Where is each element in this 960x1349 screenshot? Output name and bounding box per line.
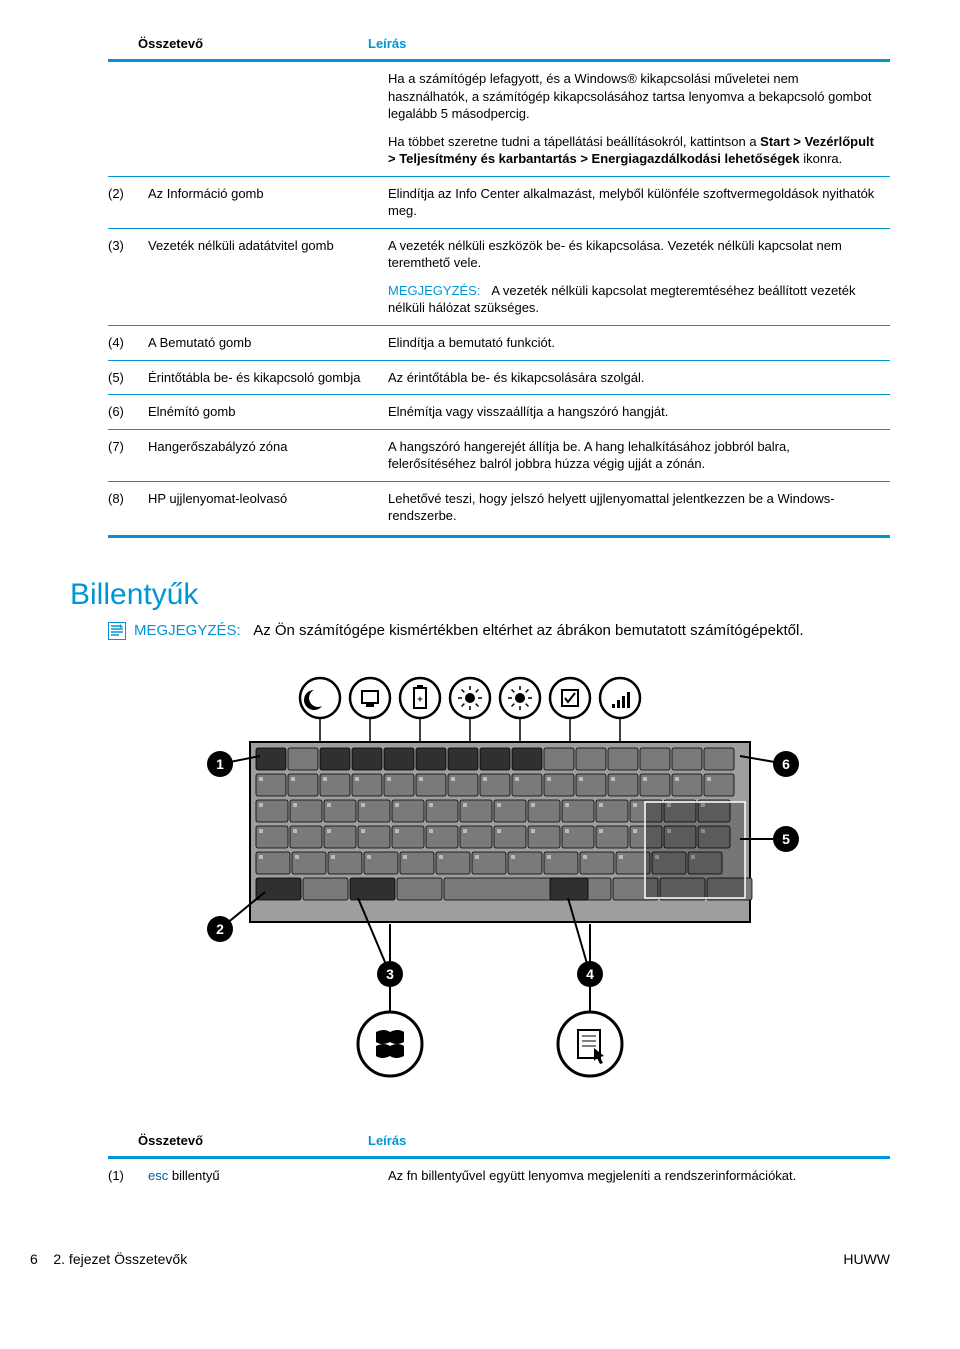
table2-header-component: Összetevő — [138, 1127, 368, 1154]
table-header-blank — [108, 30, 138, 57]
footer-page-number: 6 — [30, 1251, 38, 1267]
table-row: (8) HP ujjlenyomat-leolvasó Lehetővé tes… — [108, 482, 890, 533]
intro-para-1: Ha a számítógép lefagyott, és a Windows®… — [388, 70, 880, 123]
intro-para-2: Ha többet szeretne tudni a tápellátási b… — [388, 133, 880, 168]
footer-chapter: 2. fejezet Összetevők — [53, 1251, 187, 1267]
table-header-component: Összetevő — [138, 30, 368, 57]
page-footer: 6 2. fejezet Összetevők HUWW — [30, 1251, 890, 1267]
svg-text:1: 1 — [216, 756, 224, 772]
table-row: (4) A Bemutató gomb Elindítja a bemutató… — [108, 326, 890, 360]
footer-right: HUWW — [843, 1251, 890, 1267]
keyboard-figure: + 1 6 5 2 3 4 — [190, 664, 890, 1097]
section-heading-keys: Billentyűk — [70, 578, 890, 612]
row-note: MEGJEGYZÉS: A vezeték nélküli kapcsolat … — [388, 282, 880, 317]
components-table-1: Összetevő Leírás Ha a számítógép lefagyo… — [108, 30, 890, 538]
row-desc: A vezeték nélküli eszközök be- és kikapc… — [388, 237, 880, 272]
svg-text:5: 5 — [782, 831, 790, 847]
table-row: (2) Az Információ gomb Elindítja az Info… — [108, 177, 890, 229]
table-row: (1) esc billentyű Az fn billentyűvel egy… — [108, 1159, 890, 1193]
table2-header-desc: Leírás — [368, 1127, 890, 1154]
table-row: (3) Vezeték nélküli adatátvitel gomb A v… — [108, 229, 890, 326]
table-row: Ha a számítógép lefagyott, és a Windows®… — [108, 62, 890, 176]
table-row: (7) Hangerőszabályzó zóna A hangszóró ha… — [108, 430, 890, 482]
table-row: (5) Érintőtábla be- és kikapcsoló gombja… — [108, 361, 890, 395]
table-header-desc: Leírás — [368, 30, 890, 57]
svg-text:2: 2 — [216, 921, 224, 937]
note-line: MEGJEGYZÉS: Az Ön számítógépe kismértékb… — [108, 622, 890, 640]
svg-text:6: 6 — [782, 756, 790, 772]
table-row: (6) Elnémító gomb Elnémítja vagy visszaá… — [108, 395, 890, 429]
note-icon — [108, 622, 126, 640]
svg-text:4: 4 — [586, 966, 594, 982]
components-table-2: Összetevő Leírás (1) esc billentyű Az fn… — [108, 1127, 890, 1193]
svg-text:+: + — [417, 694, 422, 704]
svg-text:3: 3 — [386, 966, 394, 982]
